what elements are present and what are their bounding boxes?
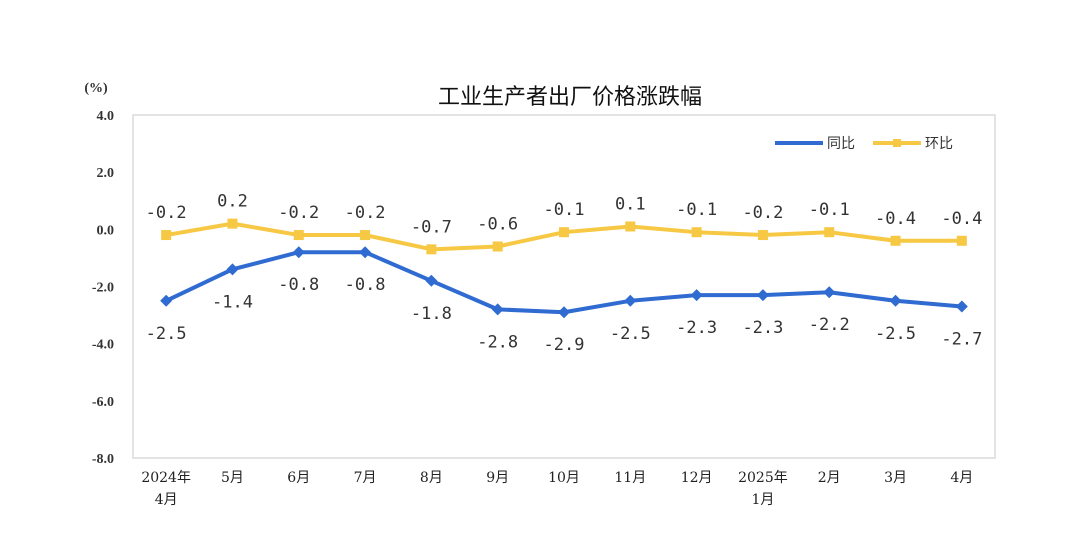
- legend-label-mom: 环比: [925, 136, 953, 152]
- data-point-mom: [360, 230, 371, 241]
- x-tick-label: 5月: [221, 470, 244, 486]
- data-point-mom: [956, 235, 967, 246]
- data-label-yoy: -2.8: [477, 332, 518, 352]
- data-label-yoy: -2.9: [544, 335, 585, 355]
- x-tick-label: 2025年: [738, 470, 788, 486]
- data-point-yoy: [558, 306, 570, 319]
- y-tick-label: 2.0: [97, 166, 115, 181]
- data-point-yoy: [160, 294, 173, 307]
- data-point-yoy: [292, 246, 305, 259]
- data-point-mom: [293, 230, 304, 241]
- y-tick-label: -4.0: [92, 338, 114, 353]
- y-tick-label: -6.0: [92, 395, 114, 410]
- x-tick-label: 10月: [548, 470, 580, 486]
- data-label-mom: -0.2: [742, 203, 783, 223]
- x-tick-label: 11月: [614, 470, 646, 486]
- data-point-yoy: [624, 294, 637, 307]
- x-tick-label: 4月: [950, 470, 973, 486]
- data-point-yoy: [491, 303, 504, 316]
- legend-label-yoy: 同比: [827, 136, 855, 152]
- data-point-mom: [161, 230, 172, 241]
- data-label-mom: -0.6: [477, 214, 518, 234]
- data-label-yoy: -1.8: [411, 304, 452, 324]
- data-point-mom: [426, 244, 437, 255]
- x-tick-label: 2024年: [141, 470, 191, 486]
- data-label-yoy: -2.3: [676, 318, 717, 338]
- data-label-mom: -0.4: [875, 209, 916, 229]
- data-point-yoy: [226, 263, 239, 276]
- data-label-mom: -0.2: [278, 203, 319, 223]
- data-label-yoy: -2.7: [941, 330, 982, 350]
- data-point-mom: [492, 241, 503, 252]
- y-axis-unit: (%): [84, 81, 108, 96]
- data-label-yoy: -1.4: [212, 292, 253, 312]
- x-tick-label: 9月: [486, 470, 509, 486]
- data-point-yoy: [889, 294, 902, 307]
- data-point-yoy: [690, 289, 703, 302]
- data-point-mom: [625, 221, 636, 232]
- data-label-yoy: -2.5: [875, 324, 916, 344]
- data-label-yoy: -2.5: [610, 324, 651, 344]
- data-point-mom: [824, 227, 835, 238]
- data-label-yoy: -2.5: [146, 324, 187, 344]
- x-tick-label: 6月: [287, 470, 310, 486]
- x-tick-label: 8月: [420, 470, 443, 486]
- data-label-mom: -0.1: [676, 200, 717, 220]
- data-point-yoy: [359, 246, 372, 259]
- legend-marker: [893, 139, 901, 147]
- y-tick-label: -8.0: [92, 452, 114, 467]
- data-label-mom: 0.1: [615, 194, 646, 214]
- data-point-yoy: [425, 274, 438, 287]
- data-point-yoy: [756, 289, 769, 302]
- data-point-mom: [757, 230, 768, 241]
- data-label-mom: 0.2: [217, 192, 248, 212]
- y-tick-label: -2.0: [92, 281, 114, 296]
- data-label-mom: -0.1: [809, 200, 850, 220]
- x-tick-label: 7月: [354, 470, 377, 486]
- x-tick-label: 12月: [681, 470, 713, 486]
- y-tick-label: 4.0: [97, 109, 115, 124]
- y-tick-label: 0.0: [97, 223, 115, 238]
- plot-area: [132, 114, 996, 459]
- data-point-mom: [691, 227, 702, 238]
- data-point-mom: [559, 227, 569, 238]
- data-label-mom: -0.7: [411, 217, 452, 237]
- x-tick-label: 4月: [155, 492, 178, 508]
- x-tick-label: 1月: [751, 492, 774, 508]
- data-point-mom: [227, 218, 238, 229]
- data-label-mom: -0.4: [941, 209, 982, 229]
- data-label-mom: -0.2: [345, 203, 386, 223]
- data-point-mom: [890, 235, 901, 246]
- data-label-yoy: -0.8: [345, 275, 386, 295]
- chart-title: 工业生产者出厂价格涨跌幅: [438, 85, 702, 110]
- x-tick-label: 2月: [818, 470, 841, 486]
- data-label-mom: -0.2: [146, 203, 187, 223]
- data-point-yoy: [823, 286, 836, 299]
- x-tick-label: 3月: [884, 470, 907, 486]
- data-label-yoy: -2.3: [742, 318, 783, 338]
- data-label-mom: -0.1: [544, 200, 585, 220]
- data-label-yoy: -0.8: [278, 275, 319, 295]
- data-point-yoy: [955, 300, 968, 313]
- data-label-yoy: -2.2: [809, 315, 850, 335]
